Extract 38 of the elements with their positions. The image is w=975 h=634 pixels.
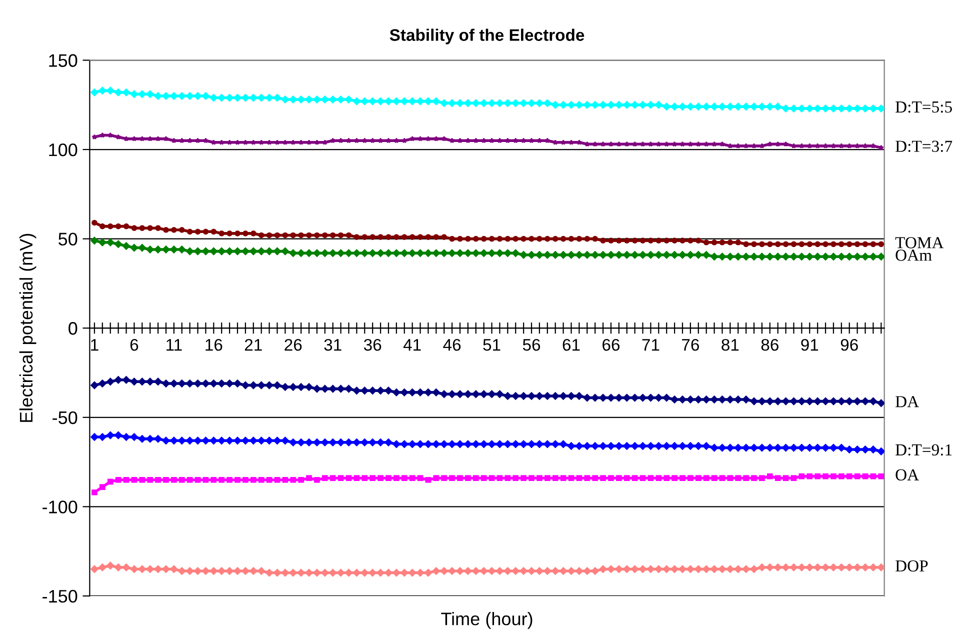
x-tick-label: 41 bbox=[403, 339, 421, 351]
x-tick-label: 66 bbox=[602, 338, 620, 351]
series-label: OAm bbox=[896, 250, 932, 261]
x-tick-label: 96 bbox=[840, 338, 858, 351]
series-label: D:T=3:7 bbox=[896, 140, 952, 152]
y-axis-title: Electrical potential (mV) bbox=[19, 234, 36, 422]
series-label: D:T=9:1 bbox=[896, 444, 952, 456]
x-tick-label: 6 bbox=[130, 338, 138, 351]
x-tick-label: 81 bbox=[722, 338, 739, 351]
y-tick-label: 50 bbox=[58, 232, 78, 246]
y-tick-label: 150 bbox=[49, 54, 78, 67]
series-label: DOP bbox=[896, 560, 928, 572]
series-label: DA bbox=[896, 396, 919, 408]
x-tick-label: 31 bbox=[324, 338, 342, 351]
x-tick-label: 56 bbox=[522, 338, 540, 351]
y-tick-label: 100 bbox=[49, 143, 78, 156]
series-label: D:T=5:5 bbox=[896, 102, 952, 113]
y-tick-label: -150 bbox=[42, 590, 78, 603]
y-tick-label: -50 bbox=[52, 411, 78, 424]
x-tick-label: 46 bbox=[443, 338, 461, 351]
x-tick-label: 16 bbox=[206, 338, 222, 351]
chart-title: Stability of the Electrode bbox=[390, 28, 584, 44]
x-tick-label: 51 bbox=[483, 339, 500, 351]
x-axis-title: Time (hour) bbox=[441, 612, 532, 629]
x-tick-label: 86 bbox=[761, 338, 778, 351]
x-tick-label: 26 bbox=[284, 338, 302, 351]
x-tick-label: 71 bbox=[642, 339, 660, 351]
x-tick-label: 11 bbox=[166, 339, 182, 351]
y-tick-label: -100 bbox=[42, 500, 78, 514]
y-tick-label: 0 bbox=[68, 322, 78, 335]
x-tick-label: 1 bbox=[91, 339, 98, 351]
x-tick-label: 61 bbox=[562, 338, 580, 351]
x-tick-label: 36 bbox=[364, 338, 382, 351]
x-tick-label: 76 bbox=[682, 338, 699, 351]
x-tick-label: 21 bbox=[244, 338, 262, 351]
series-label: OA bbox=[896, 469, 919, 480]
series-label: TOMA bbox=[895, 237, 944, 248]
x-tick-label: 91 bbox=[801, 338, 818, 351]
